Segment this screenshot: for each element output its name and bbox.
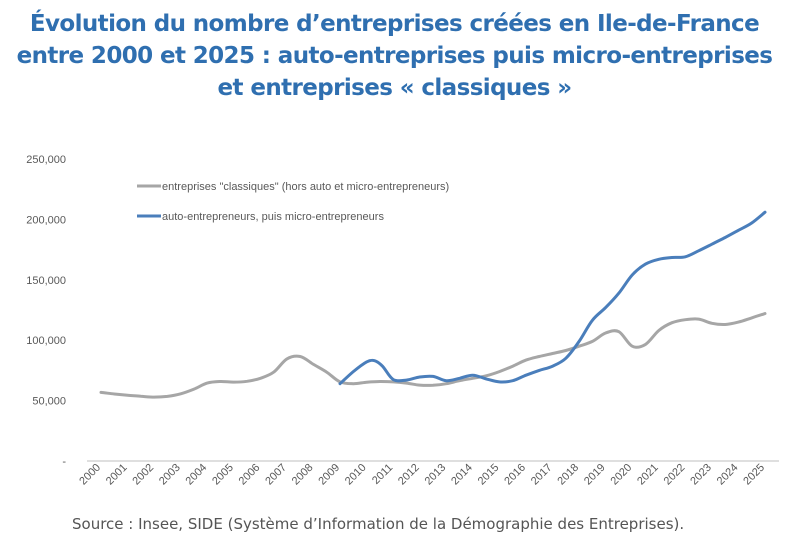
x-tick-label: 2002 xyxy=(130,462,156,488)
x-tick-label: 2015 xyxy=(476,462,502,488)
series-line-auto-entrepreneurs xyxy=(338,210,767,386)
legend-label: auto-entrepreneurs, puis micro-entrepren… xyxy=(162,211,384,223)
x-tick-label: 2020 xyxy=(609,462,635,488)
x-tick-label: 2021 xyxy=(635,462,661,488)
x-tick-label: 2006 xyxy=(237,462,263,488)
x-tick-label: 2005 xyxy=(210,462,236,488)
x-tick-label: 2024 xyxy=(715,462,741,488)
y-tick-label: 50,000 xyxy=(32,396,66,408)
title-line-1: Évolution du nombre d’entreprises créées… xyxy=(29,11,760,37)
title-line-2: entre 2000 et 2025 : auto-entreprises pu… xyxy=(16,43,773,69)
x-tick-label: 2003 xyxy=(157,462,183,488)
x-tick-label: 2018 xyxy=(555,462,581,488)
chart-title: Évolution du nombre d’entreprises créées… xyxy=(0,8,789,104)
x-tick-label: 2022 xyxy=(662,462,688,488)
x-tick-label: 2000 xyxy=(77,462,103,488)
y-tick-label: 200,000 xyxy=(26,214,66,226)
x-tick-label: 2013 xyxy=(423,462,449,488)
source-note: Source : Insee, SIDE (Système d’Informat… xyxy=(72,515,685,533)
x-tick-label: 2023 xyxy=(688,462,714,488)
x-tick-label: 2019 xyxy=(582,462,608,488)
x-tick-label: 2016 xyxy=(502,462,528,488)
x-tick-label: 2012 xyxy=(396,462,422,488)
y-tick-label: 100,000 xyxy=(26,335,66,347)
x-tick-label: 2025 xyxy=(741,462,767,488)
x-tick-label: 2004 xyxy=(184,462,210,488)
x-tick-label: 2017 xyxy=(529,462,555,488)
x-tick-label: 2001 xyxy=(104,462,130,488)
legend-label: entreprises "classiques" (hors auto et m… xyxy=(162,181,449,193)
series-line-classiques xyxy=(99,312,767,399)
x-tick-label: 2010 xyxy=(343,462,369,488)
x-tick-label: 2014 xyxy=(449,462,475,488)
x-tick-label: 2011 xyxy=(370,462,395,487)
y-tick-label: 150,000 xyxy=(26,275,66,287)
title-line-3: et entreprises « classiques » xyxy=(217,75,573,101)
x-tick-label: 2007 xyxy=(263,462,289,488)
y-tick-label: 250,000 xyxy=(26,154,66,166)
x-tick-label: 2008 xyxy=(290,462,316,488)
x-tick-label: 2009 xyxy=(316,462,342,488)
y-tick-label: - xyxy=(62,456,66,468)
